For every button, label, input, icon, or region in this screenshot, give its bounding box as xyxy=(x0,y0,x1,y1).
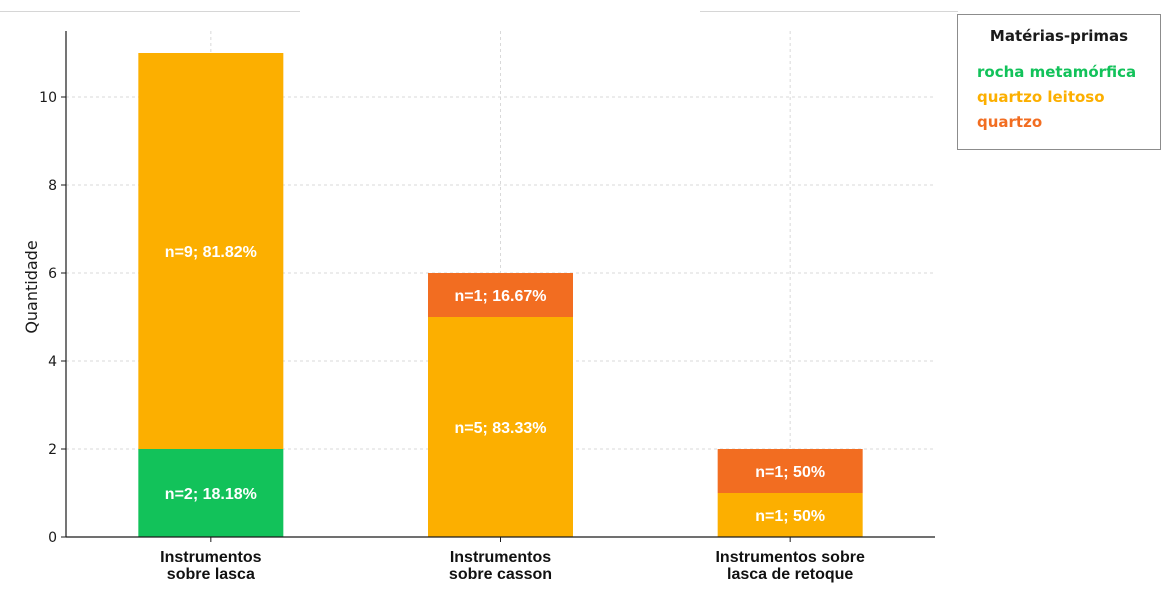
bar-segment xyxy=(428,317,573,537)
y-tick-label: 4 xyxy=(48,354,57,370)
x-tick-label-line: lasca de retoque xyxy=(727,566,853,583)
legend: Matérias-primas rocha metamórfica quartz… xyxy=(957,14,1161,150)
y-tick-label: 6 xyxy=(48,266,57,282)
x-tick-label: Instrumentos sobre lasca xyxy=(160,549,261,583)
y-axis-label: Quantidade xyxy=(22,240,41,333)
bar-data-label: n=2; 18.18% xyxy=(165,486,257,503)
bar-data-label: n=1; 16.67% xyxy=(454,288,546,305)
x-tick-label: Instrumentos sobre casson xyxy=(449,549,552,583)
y-tick-label: 0 xyxy=(48,530,57,546)
bar-segment xyxy=(717,493,863,537)
x-tick-label-line: sobre casson xyxy=(449,566,552,583)
bar-segment xyxy=(138,53,284,449)
x-tick-label-line: sobre lasca xyxy=(167,566,255,583)
x-tick-label-line: Instrumentos sobre xyxy=(715,549,864,566)
bar-data-label: n=9; 81.82% xyxy=(165,244,257,261)
legend-item-quartzo-leitoso: quartzo leitoso xyxy=(977,88,1105,106)
bars-layer: n=2; 18.18% n=9; 81.82% n=5; 83.33% n=1; 16… xyxy=(138,53,863,537)
bar-data-label: n=5; 83.33% xyxy=(454,420,546,437)
x-tick-label: Instrumentos sobre lasca de retoque xyxy=(715,549,864,583)
top-frame-line-right xyxy=(700,11,958,12)
legend-item-quartzo: quartzo xyxy=(977,113,1043,131)
top-frame-line-left xyxy=(0,11,300,12)
y-tick-label: 10 xyxy=(39,90,57,106)
x-tick-label-line: Instrumentos xyxy=(160,549,261,566)
y-tick-label: 2 xyxy=(48,442,57,458)
legend-item-rocha-metamorfica: rocha metamórfica xyxy=(977,63,1137,81)
bar-data-label: n=1; 50% xyxy=(755,508,825,525)
legend-title: Matérias-primas xyxy=(989,27,1129,45)
bar-segment xyxy=(717,449,863,493)
x-tick-label-line: Instrumentos xyxy=(450,549,551,566)
bar-data-label: n=1; 50% xyxy=(755,464,825,481)
bar-segment xyxy=(138,449,284,537)
y-tick-label: 8 xyxy=(48,178,57,194)
bar-segment xyxy=(428,273,573,317)
